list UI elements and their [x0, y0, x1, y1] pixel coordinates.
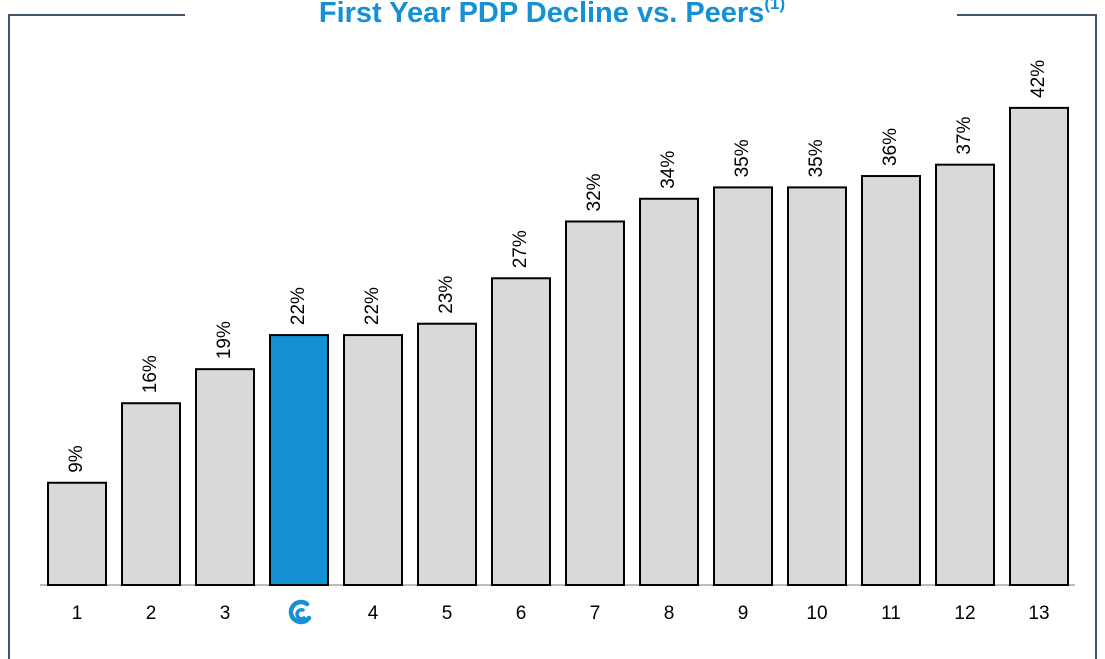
bar	[713, 186, 773, 586]
title-text: First Year PDP Decline vs. Peers	[319, 0, 764, 29]
bar	[1009, 106, 1069, 586]
x-tick-label: 7	[590, 603, 601, 624]
x-tick-label: 3	[220, 603, 231, 624]
bar	[565, 220, 625, 586]
bar	[47, 481, 107, 587]
data-label: 22%	[288, 287, 309, 325]
data-label: 42%	[1028, 60, 1049, 98]
data-label: 36%	[880, 128, 901, 166]
x-tick-label: 1	[72, 603, 83, 624]
x-tick-label: 6	[516, 603, 527, 624]
data-label: 9%	[66, 445, 87, 473]
bar	[639, 197, 699, 586]
x-tick-label: 9	[738, 603, 749, 624]
x-tick-label: 13	[1028, 603, 1049, 624]
bar	[269, 334, 329, 586]
x-tick-label: 10	[806, 603, 827, 624]
x-tick-label: 5	[442, 603, 453, 624]
x-tick-label: 4	[368, 603, 379, 624]
data-label: 16%	[140, 355, 161, 393]
bar	[491, 277, 551, 586]
data-label: 34%	[658, 151, 679, 189]
bar	[861, 175, 921, 586]
data-label: 27%	[510, 230, 531, 268]
data-label: 19%	[214, 321, 235, 359]
title-note: (1)	[764, 0, 785, 13]
data-label: 37%	[954, 117, 975, 155]
bar	[195, 368, 255, 586]
bar	[417, 322, 477, 586]
x-tick-label: 2	[146, 603, 157, 624]
data-label: 23%	[436, 276, 457, 314]
title-background	[185, 0, 957, 32]
data-label: 22%	[362, 287, 383, 325]
company-logo	[288, 599, 312, 625]
data-label: 35%	[732, 139, 753, 177]
x-tick-label: 12	[954, 603, 975, 624]
x-tick-label: 11	[881, 603, 901, 624]
chart-title: First Year PDP Decline vs. Peers(1)	[319, 0, 785, 29]
bar	[787, 186, 847, 586]
x-tick-label: 8	[664, 603, 675, 624]
bar	[343, 334, 403, 586]
bar	[935, 163, 995, 586]
data-label: 35%	[806, 139, 827, 177]
data-label: 32%	[584, 173, 605, 211]
bar	[121, 402, 181, 586]
